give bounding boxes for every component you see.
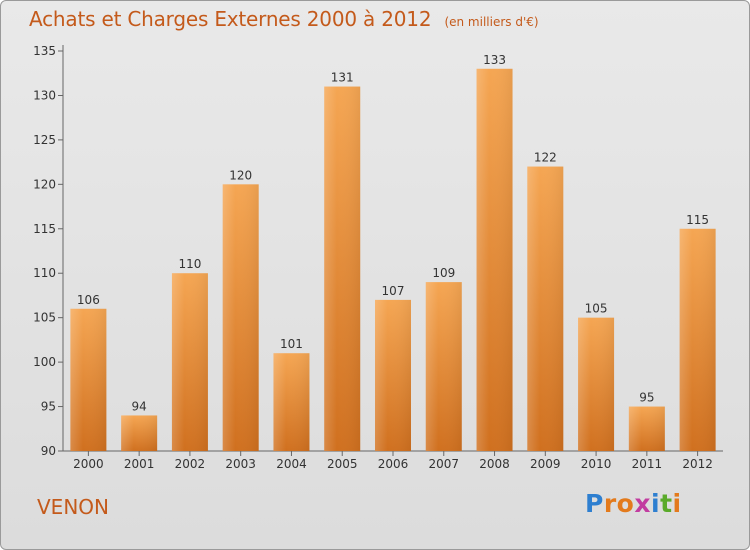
chart-title: Achats et Charges Externes 2000 à 2012 xyxy=(29,7,432,31)
bar-sheen xyxy=(578,317,615,451)
x-tick-label: 2012 xyxy=(682,457,713,471)
place-name: VENON xyxy=(37,495,109,519)
bar-value-label: 122 xyxy=(534,151,557,165)
y-tick-label: 95 xyxy=(41,400,56,414)
proxiti-logo[interactable]: Proxiti xyxy=(585,489,682,518)
bar-sheen xyxy=(628,406,665,451)
logo-letter: o xyxy=(616,489,635,518)
y-tick-label: 115 xyxy=(33,222,56,236)
bar-sheen xyxy=(273,353,310,451)
y-tick-label: 90 xyxy=(41,444,56,458)
x-tick-label: 2003 xyxy=(225,457,256,471)
x-tick-label: 2006 xyxy=(378,457,409,471)
chart-subtitle: (en milliers d'€) xyxy=(444,15,539,29)
x-tick-label: 2002 xyxy=(175,457,206,471)
bar-sheen xyxy=(527,166,564,452)
x-tick-label: 2010 xyxy=(581,457,612,471)
bar-value-label: 120 xyxy=(229,168,252,182)
bar-sheen xyxy=(425,282,462,451)
bar-value-label: 105 xyxy=(585,302,608,316)
bars xyxy=(70,68,716,452)
y-tick-label: 120 xyxy=(33,177,56,191)
y-tick-label: 105 xyxy=(33,311,56,325)
x-tick-label: 2001 xyxy=(124,457,155,471)
y-tick-label: 125 xyxy=(33,133,56,147)
bar-value-label: 101 xyxy=(280,337,303,351)
bar-sheen xyxy=(375,299,411,451)
bar-value-label: 133 xyxy=(483,53,506,67)
bar-value-label: 107 xyxy=(382,284,405,298)
bar-labels: 106 94 110 120 101 131 107 109 133 122 105 95 115 xyxy=(77,53,709,414)
bar-value-label: 94 xyxy=(132,399,147,413)
logo-letter: t xyxy=(660,489,673,518)
bar-value-label: 95 xyxy=(639,391,654,405)
bar-value-label: 109 xyxy=(432,266,455,280)
axes: 90 95 100 105 110 115 120 125 130 135 2000 2001 2002… xyxy=(33,44,723,471)
bar-value-label: 115 xyxy=(686,213,709,227)
bar-sheen xyxy=(171,273,208,451)
x-tick-label: 2000 xyxy=(73,457,104,471)
bar-value-label: 131 xyxy=(331,71,354,85)
x-tick-label: 2005 xyxy=(327,457,358,471)
bar-sheen xyxy=(121,415,158,451)
bar-value-label: 110 xyxy=(178,257,201,271)
logo-letter: i xyxy=(672,489,682,518)
y-tick-label: 135 xyxy=(33,44,56,58)
bar-sheen xyxy=(679,228,716,451)
bar-sheen xyxy=(222,184,259,452)
bar-sheen xyxy=(476,68,513,452)
bar-sheen xyxy=(324,86,361,452)
x-tick-label: 2004 xyxy=(276,457,307,471)
x-tick-label: 2011 xyxy=(632,457,663,471)
bar-sheen xyxy=(70,308,107,451)
chart-header: Achats et Charges Externes 2000 à 2012 (… xyxy=(29,7,539,31)
x-tick-label: 2007 xyxy=(428,457,459,471)
y-tick-label: 130 xyxy=(33,88,56,102)
x-tick-label: 2009 xyxy=(530,457,561,471)
x-tick-label: 2008 xyxy=(479,457,510,471)
logo-letter: i xyxy=(651,489,661,518)
logo-letter: P xyxy=(585,489,604,518)
y-tick-label: 110 xyxy=(33,266,56,280)
logo-letter: r xyxy=(603,489,617,518)
bar-value-label: 106 xyxy=(77,293,100,307)
y-tick-label: 100 xyxy=(33,355,56,369)
logo-letter: x xyxy=(634,489,651,518)
